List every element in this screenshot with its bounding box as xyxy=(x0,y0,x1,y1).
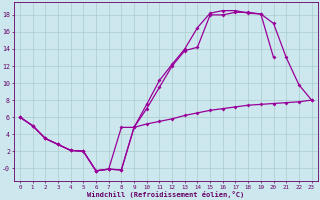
X-axis label: Windchill (Refroidissement éolien,°C): Windchill (Refroidissement éolien,°C) xyxy=(87,191,244,198)
